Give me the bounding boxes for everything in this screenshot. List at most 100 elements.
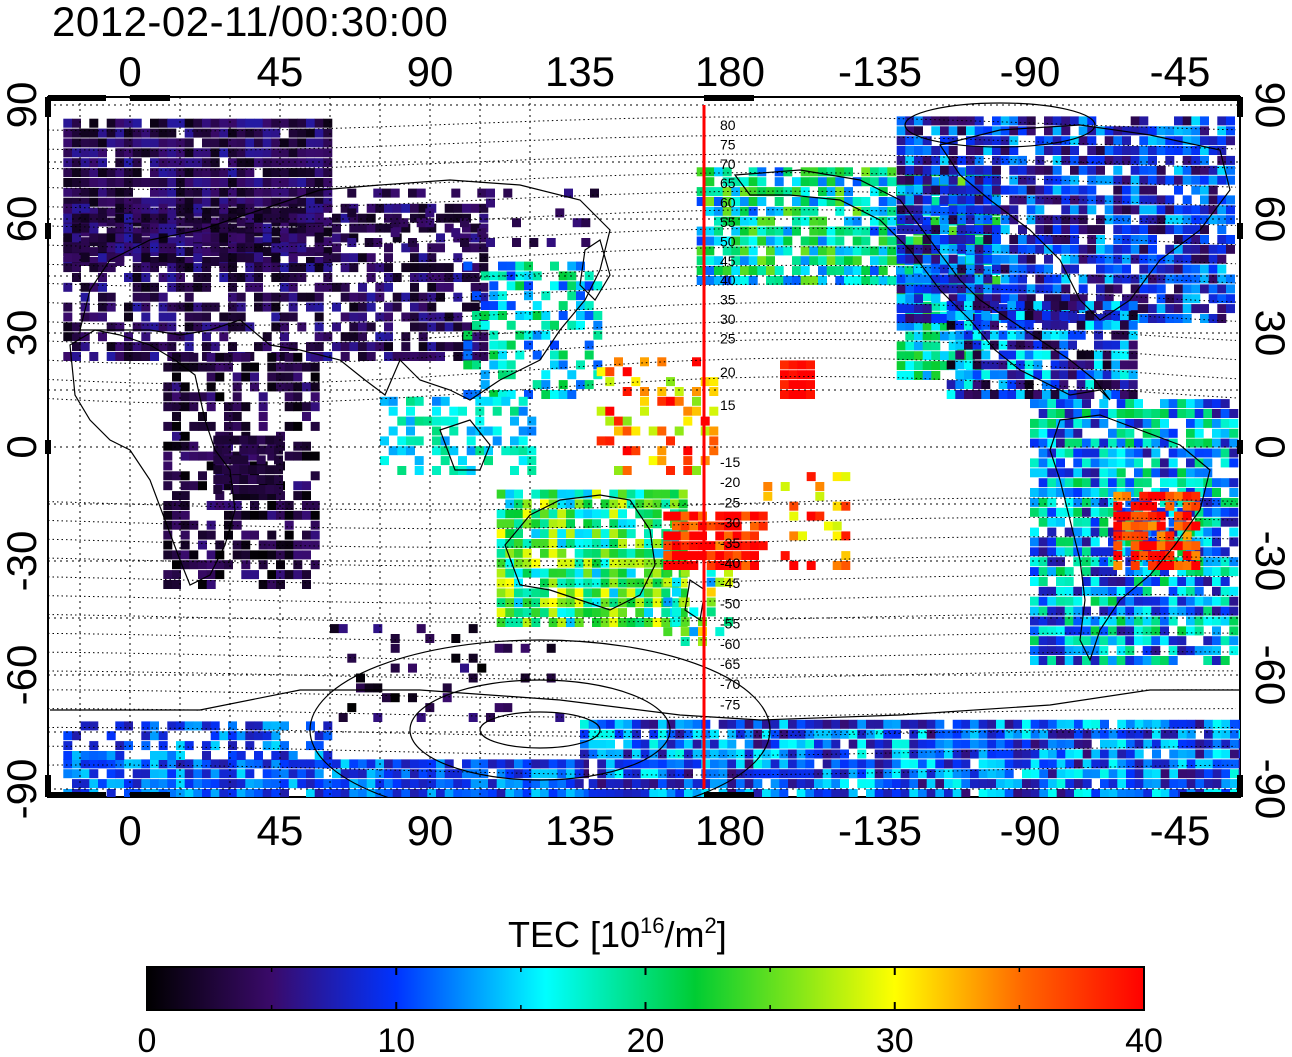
tec-cell [580,729,589,739]
tec-cell [1116,577,1126,586]
tec-cell [692,779,702,789]
tec-cell [436,213,445,223]
tec-cell [878,266,888,276]
tec-cell [176,217,185,227]
tec-cell [1125,497,1135,507]
tec-cell [1165,304,1175,314]
tec-cell [1122,531,1131,541]
tec-cell [870,276,879,285]
tec-cell [683,466,693,475]
tec-cell [1204,719,1213,729]
tec-cell [262,138,272,148]
tec-cell [63,158,73,168]
tec-cell [1142,577,1152,586]
tec-cell [1191,264,1201,274]
tec-cell [981,330,991,340]
tec-cell [63,148,73,158]
tec-cell [248,465,257,475]
tec-cell [132,342,142,352]
tec-cell [978,739,988,749]
tec-cell [427,789,437,797]
tec-cell [141,322,151,332]
tec-cell [1152,789,1161,797]
tec-cell [418,273,428,282]
tec-cell [1130,541,1140,551]
tec-cell [1191,146,1201,155]
tec-cell [1035,264,1045,274]
tec-cell [222,465,231,475]
tec-cell [1130,551,1140,561]
tec-cell [715,531,725,541]
tec-cell [887,167,897,177]
tec-cell [1212,448,1221,458]
tec-cell [505,769,515,779]
tec-cell [98,158,107,168]
tec-cell [271,168,281,178]
tec-cell [1061,294,1071,304]
tec-cell [926,719,936,729]
tec-cell [106,207,116,217]
tec-cell [724,531,733,541]
tec-cell [284,520,294,530]
tec-cell [1122,521,1131,531]
tec-cell [1059,320,1069,330]
tec-cell [905,321,915,331]
tec-cell [948,294,958,304]
tec-cell [1052,155,1062,165]
tec-cell [1191,165,1201,175]
tec-cell [597,739,607,749]
tec-cell [1099,488,1109,497]
tec-cell [809,246,819,256]
tec-cell [990,360,999,370]
tec-cell [1130,165,1140,175]
tec-cell [297,168,307,178]
tec-cell [892,789,901,797]
tec-cell [470,203,480,213]
tec-cell [914,304,923,314]
tec-cell [1078,215,1088,225]
tec-cell [150,138,159,148]
tec-cell [762,729,771,739]
tec-cell [280,118,289,128]
tec-cell [271,779,281,789]
tec-cell [1108,577,1117,586]
tec-cell [1217,294,1227,304]
tec-cell [978,729,988,739]
tec-cell [375,779,385,789]
tec-cell [710,769,719,779]
tec-cell [883,789,893,797]
tec-cell [271,148,281,158]
tec-cell [141,292,151,302]
tec-cell [306,213,315,223]
tec-cell [141,178,151,187]
tec-cell [1212,428,1221,438]
tec-cell [310,382,320,392]
tec-cell [957,155,967,165]
tec-cell [172,352,181,362]
tec-cell [896,126,906,136]
tec-cell [740,246,749,256]
tec-cell [900,779,910,789]
tec-cell [990,370,999,380]
tec-cell [550,350,559,360]
tec-cell [496,769,506,779]
tec-cell [592,578,601,588]
tec-cell [658,759,667,769]
tec-cell [470,302,480,312]
tec-cell [486,238,495,247]
tec-cell [1220,656,1230,665]
tec-cell [618,578,627,588]
tec-cell [1142,418,1152,428]
tec-cell [1047,497,1057,507]
tec-cell [541,291,551,301]
tec-cell [323,253,333,263]
tec-cell [974,314,984,323]
tec-cell [236,128,246,138]
tec-cell [649,779,659,789]
tec-cell [1139,541,1149,551]
tec-cell [1059,340,1069,350]
tec-cell [250,570,259,580]
tec-cell [189,362,199,372]
tec-cell [1104,126,1114,136]
tec-cell [814,789,823,797]
